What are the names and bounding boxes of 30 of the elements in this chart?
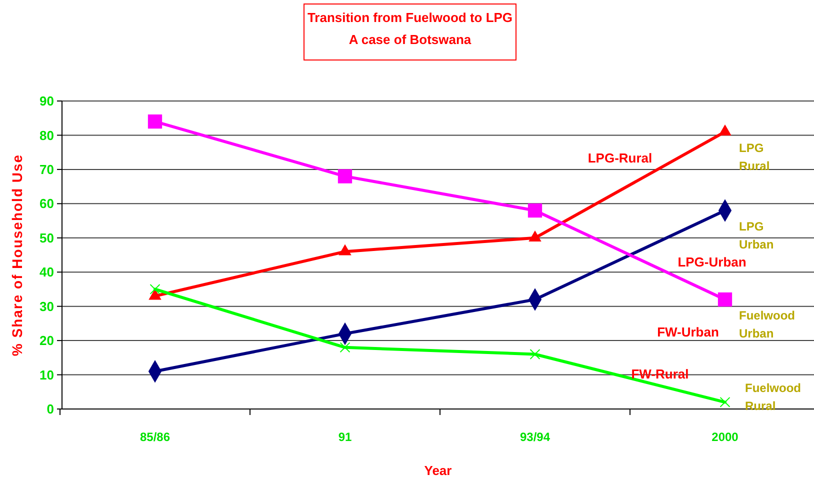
- y-tick-label: 80: [40, 128, 54, 143]
- y-tick-label: 50: [40, 230, 54, 246]
- point: [148, 114, 162, 129]
- y-tick-label: 70: [40, 162, 54, 177]
- y-tick-label: 10: [40, 367, 54, 382]
- point: [528, 203, 542, 218]
- y-axis-title: % Share of Household Use: [9, 154, 25, 356]
- series-label: Fuelwood Urban: [739, 308, 795, 340]
- y-tick-label: 40: [40, 264, 54, 280]
- point: [338, 169, 352, 184]
- point: [340, 342, 350, 353]
- x-tick-label: 2000: [712, 430, 739, 444]
- x-axis-title: Year: [424, 463, 452, 478]
- y-tick-label: 60: [40, 196, 54, 212]
- chart-title: Transition from Fuelwood to LPG A case of Botswana: [307, 10, 513, 47]
- y-tick-label: 20: [40, 333, 54, 348]
- annotation: FW-Urban: [657, 324, 719, 340]
- point: [530, 349, 540, 360]
- annotation: LPG-Urban: [678, 254, 746, 270]
- y-tick-label: 90: [40, 94, 54, 109]
- x-tick-label: 93/94: [520, 430, 550, 444]
- y-tick-label: 0: [46, 402, 54, 417]
- x-tick-label: 85/86: [140, 430, 170, 444]
- x-tick-label: 91: [338, 430, 352, 444]
- point: [150, 284, 160, 294]
- y-tick-label: 30: [40, 298, 54, 314]
- point: [720, 396, 730, 408]
- annotation: LPG-Rural: [588, 150, 652, 166]
- point: [718, 292, 732, 307]
- series-label: LPG Urban: [739, 220, 774, 252]
